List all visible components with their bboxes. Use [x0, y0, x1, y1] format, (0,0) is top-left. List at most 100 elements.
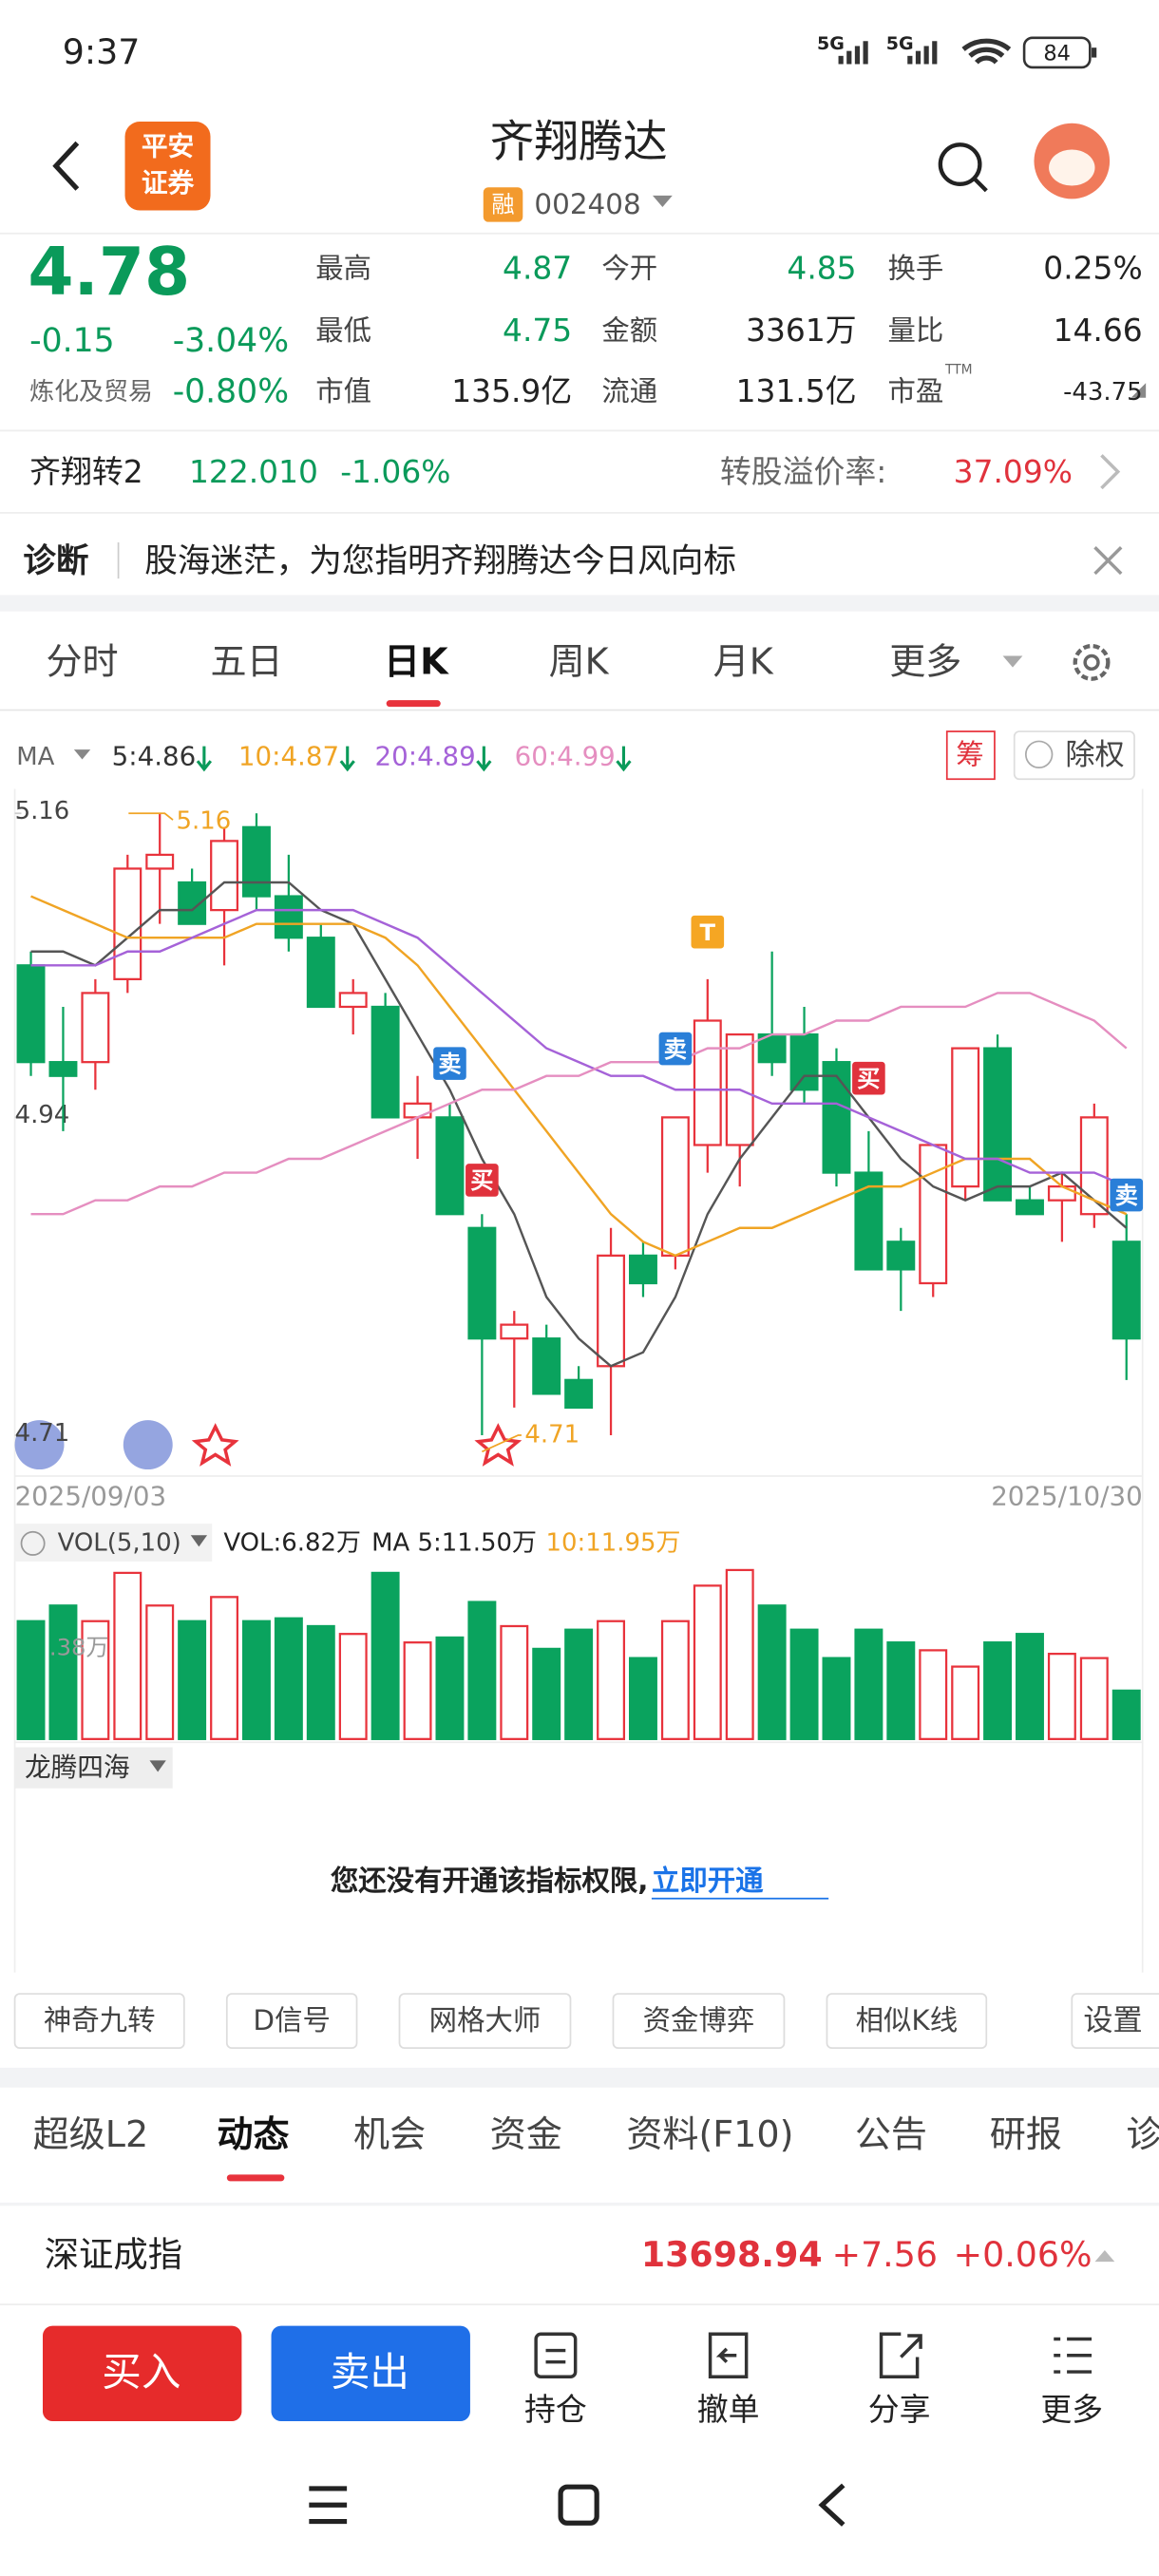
stock-code: 002408	[534, 188, 640, 220]
tool-label[interactable]: D信号	[253, 2004, 330, 2036]
action-label[interactable]: 撤单	[697, 2391, 760, 2428]
tool-button[interactable]	[612, 1993, 786, 2050]
candle-body	[597, 1254, 626, 1368]
separator	[0, 595, 1159, 612]
chips-button[interactable]	[945, 730, 996, 781]
info-tab[interactable]: 公告	[855, 2113, 927, 2155]
chart-tab[interactable]: 周K	[549, 641, 610, 683]
nav-home[interactable]	[558, 2484, 599, 2526]
volume-bar	[16, 1619, 46, 1740]
signal-badge	[466, 1164, 499, 1197]
settings-button[interactable]	[1073, 643, 1111, 681]
battery-icon	[1022, 36, 1092, 69]
candle-body	[951, 1047, 980, 1188]
chart-tab[interactable]: 分时	[46, 641, 118, 683]
stat-label: 市值	[315, 375, 371, 407]
rights-text[interactable]: 除权	[1065, 738, 1124, 772]
dropdown-icon[interactable]	[149, 1760, 166, 1772]
volume-bar	[1047, 1653, 1076, 1740]
ma-line	[30, 895, 1128, 1258]
sell-label[interactable]: 卖出	[331, 2349, 409, 2396]
volume-bar	[983, 1641, 1013, 1740]
search-button[interactable]	[938, 142, 982, 186]
down-arrow	[616, 746, 632, 772]
settings-button[interactable]	[1071, 1993, 1159, 2050]
nav-back[interactable]	[818, 2483, 846, 2527]
close-button[interactable]	[1093, 546, 1123, 576]
separator	[0, 2067, 1159, 2088]
settings-label[interactable]: 设置	[1083, 2003, 1142, 2037]
tool-button[interactable]	[398, 1993, 572, 2050]
signal-badge	[433, 1047, 466, 1080]
chart-tab[interactable]: 月K	[713, 641, 774, 683]
bond-change: -1.06%	[340, 453, 450, 490]
chart-tab[interactable]: 日K	[384, 641, 449, 683]
fullscreen-button[interactable]	[123, 1420, 173, 1470]
chart-tab[interactable]: 五日	[211, 641, 283, 683]
dropdown-icon[interactable]	[190, 1535, 208, 1547]
volume-bar	[822, 1657, 851, 1740]
sector-pct: -0.80%	[173, 373, 289, 411]
ma-legend: 20:4.89	[375, 741, 476, 772]
chevron[interactable]	[1100, 454, 1121, 490]
candle-body	[1079, 1116, 1109, 1216]
indicator-box[interactable]	[14, 1747, 173, 1789]
buy-label[interactable]: 买入	[102, 2349, 180, 2396]
volume-bar	[306, 1624, 335, 1740]
volume-bar	[113, 1571, 142, 1740]
info-tab[interactable]: 研报	[990, 2113, 1062, 2155]
info-tab[interactable]: 资料(F10)	[626, 2113, 793, 2155]
rights-button[interactable]	[1013, 730, 1135, 781]
diag-text[interactable]: 股海迷茫，为您指明齐翔腾达今日风向标	[144, 542, 736, 580]
buy-button[interactable]	[42, 2325, 242, 2421]
x-tick-label: 2025/10/30	[991, 1480, 1143, 1511]
volume-bar	[178, 1619, 207, 1740]
vol-value: VOL:6.82万	[223, 1528, 361, 1557]
tool-label[interactable]: 相似K线	[856, 2004, 959, 2036]
volume-bar	[48, 1604, 78, 1740]
battery: 84	[1043, 42, 1071, 66]
action-label[interactable]: 更多	[1040, 2391, 1103, 2428]
candle-body	[403, 1102, 432, 1119]
bond-name: 齐翔转2	[29, 453, 142, 490]
back-button[interactable]	[52, 141, 80, 191]
info-tab[interactable]: 诊	[1126, 2113, 1159, 2155]
network: 5G	[817, 33, 845, 54]
tool-button[interactable]	[13, 1993, 185, 2050]
vol-name[interactable]: VOL(5,10)	[58, 1528, 181, 1557]
tool-button[interactable]	[225, 1993, 358, 2050]
dropdown-icon[interactable]	[73, 749, 91, 760]
info-tab[interactable]: 动态	[217, 2113, 289, 2155]
action-label[interactable]: 分享	[868, 2391, 931, 2428]
action-label[interactable]: 持仓	[524, 2391, 587, 2428]
tool-label[interactable]: 神奇九转	[44, 2004, 156, 2036]
volume-bar	[532, 1647, 561, 1740]
volume-bar	[757, 1604, 787, 1740]
stat-label: 流通	[601, 375, 657, 407]
info-tab[interactable]: 机会	[353, 2113, 426, 2155]
info-tab[interactable]: 超级L2	[33, 2113, 149, 2155]
index-change: +7.56	[832, 2234, 938, 2275]
expand-icon[interactable]	[1094, 2250, 1115, 2263]
search-button[interactable]	[973, 178, 988, 193]
tool-label[interactable]: 资金博弈	[643, 2004, 755, 2036]
tool-label[interactable]: 网格大师	[429, 2004, 542, 2036]
enable-link[interactable]: 立即开通	[652, 1865, 764, 1897]
notice: 您还没有开通该指标权限,	[331, 1865, 649, 1897]
stat-value: 0.25%	[1043, 249, 1142, 286]
expand-button[interactable]	[14, 1420, 65, 1470]
sell-button[interactable]	[271, 2325, 470, 2421]
vol-legend-box[interactable]	[14, 1524, 213, 1562]
dropdown-icon[interactable]	[1002, 655, 1023, 668]
candle-body	[145, 853, 175, 870]
info-tab[interactable]: 资金	[490, 2113, 562, 2155]
chart-tab[interactable]: 更多	[889, 641, 961, 683]
indicator-name[interactable]: 龙腾四海	[25, 1752, 130, 1783]
nav-menu[interactable]	[309, 2486, 348, 2525]
chips-text[interactable]: 筹	[956, 739, 983, 771]
stat-label: 市盈	[887, 375, 943, 407]
signal-text: 卖	[664, 1036, 687, 1063]
tool-button[interactable]	[826, 1993, 988, 2050]
dropdown-icon[interactable]	[653, 195, 673, 208]
